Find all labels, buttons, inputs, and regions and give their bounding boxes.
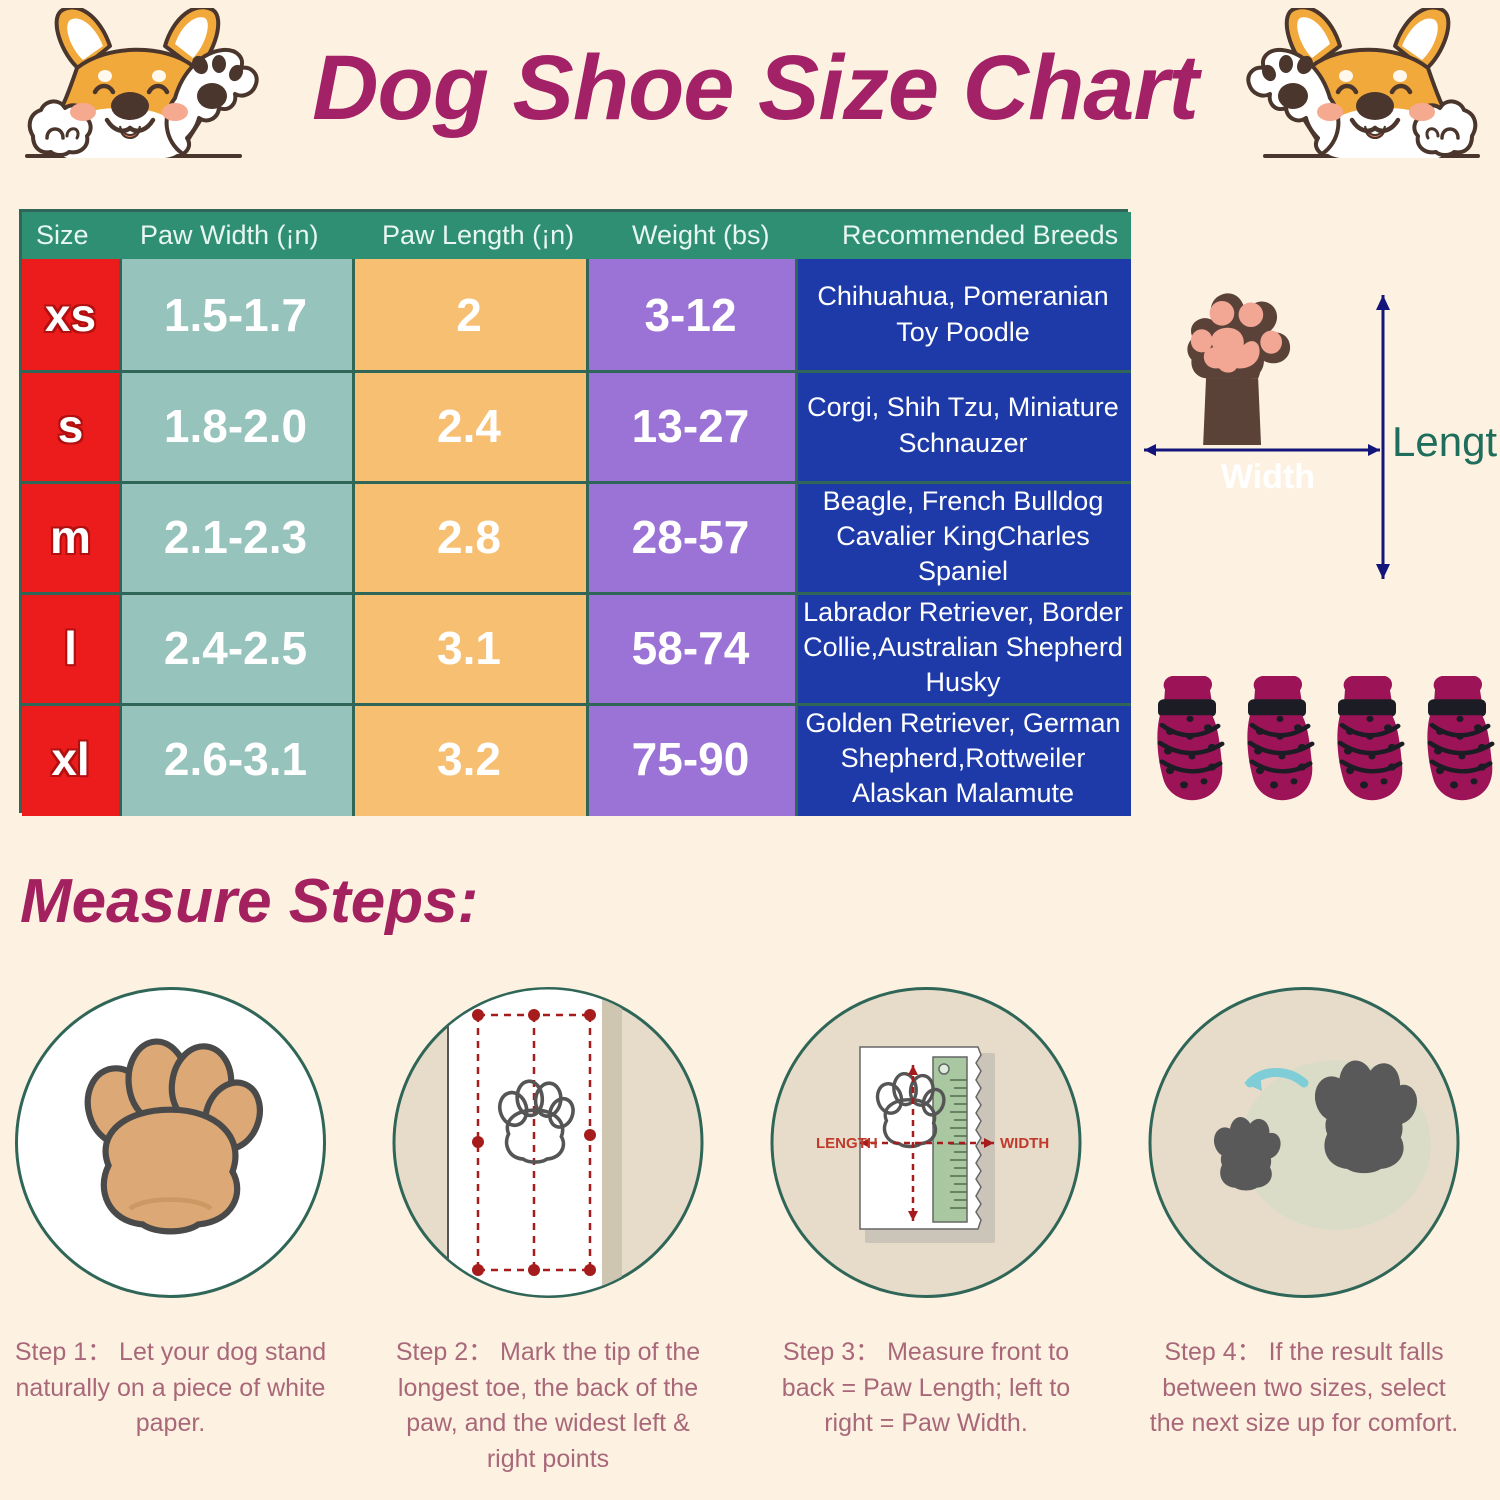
svg-text:WIDTH: WIDTH bbox=[1000, 1135, 1049, 1152]
svg-text:LENGTH: LENGTH bbox=[816, 1135, 878, 1152]
